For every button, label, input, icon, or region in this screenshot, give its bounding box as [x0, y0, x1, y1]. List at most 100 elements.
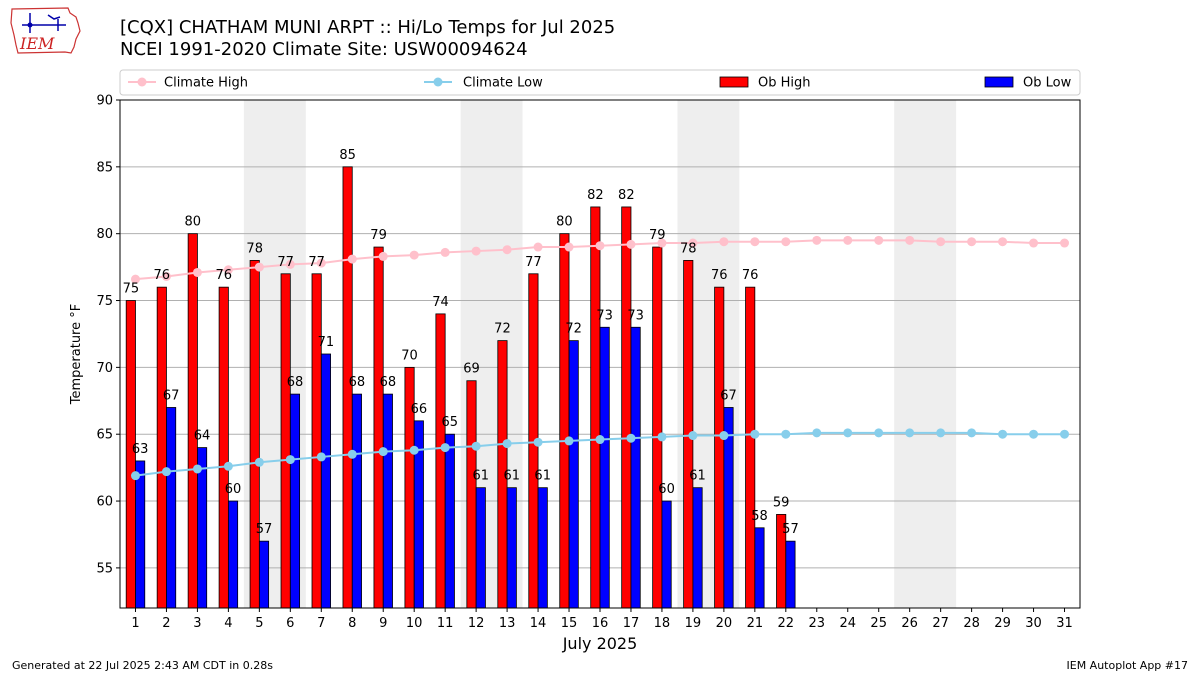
ob-high-bar	[621, 206, 632, 609]
x-tick-label: 24	[839, 616, 856, 631]
climate-high-point	[130, 274, 140, 284]
x-tick-label: 5	[255, 616, 263, 631]
climate-low-point	[936, 428, 946, 438]
ob-high-label: 79	[370, 228, 387, 243]
climate-low-point	[502, 439, 512, 449]
ob-low-label: 68	[380, 375, 397, 390]
climate-low-point	[719, 431, 729, 441]
ob-low-label: 60	[225, 482, 242, 497]
ob-low-bar	[289, 393, 301, 609]
ob-high-bar	[311, 273, 322, 609]
x-tick-label: 26	[901, 616, 918, 631]
x-tick-label: 3	[193, 616, 201, 631]
ob-high-bar	[280, 273, 291, 609]
ob-high-bar	[373, 246, 384, 609]
iem-logo: IEM	[8, 5, 84, 63]
climate-high-point	[967, 237, 977, 247]
x-tick-label: 13	[499, 616, 516, 631]
ob-high-label: 70	[401, 348, 418, 363]
ob-low-label: 57	[256, 522, 273, 537]
y-tick-label: 75	[96, 294, 113, 309]
ob-high-bar	[156, 286, 167, 609]
ob-high-label: 77	[525, 255, 542, 270]
climate-high-point	[998, 237, 1008, 247]
legend-climate-high-label: Climate High	[164, 76, 248, 91]
ob-low-bar	[785, 540, 796, 609]
ob-low-label: 60	[658, 482, 675, 497]
ob-low-bar	[227, 500, 239, 609]
ob-low-label: 73	[627, 308, 644, 323]
ob-high-label: 76	[215, 268, 232, 283]
ob-low-label: 67	[720, 388, 737, 403]
climate-low-point	[750, 429, 760, 439]
ob-high-bar	[590, 206, 601, 609]
ob-low-label: 63	[132, 442, 149, 457]
x-tick-label: 23	[809, 616, 826, 631]
legend-ob-high-swatch	[719, 76, 749, 88]
climate-high-point	[812, 235, 822, 245]
ob-high-bar	[745, 286, 756, 609]
ob-low-label: 65	[442, 415, 459, 430]
x-tick-label: 30	[1025, 616, 1042, 631]
climate-low-point	[347, 449, 357, 459]
x-tick-label: 6	[286, 616, 294, 631]
ob-low-label: 58	[751, 509, 768, 524]
ob-low-label: 61	[534, 469, 551, 484]
climate-low-point	[192, 464, 202, 474]
ob-high-bar	[249, 260, 260, 609]
ob-high-label: 76	[711, 268, 728, 283]
climate-high-point	[595, 241, 605, 251]
ob-high-label: 79	[649, 228, 666, 243]
x-tick-label: 18	[654, 616, 671, 631]
ob-low-label: 61	[689, 469, 706, 484]
ob-low-label: 64	[194, 429, 211, 444]
ob-low-bar	[166, 407, 177, 609]
ob-high-bar	[187, 233, 198, 609]
y-axis-label: Temperature °F	[69, 304, 84, 405]
climate-high-point	[1060, 238, 1070, 248]
legend-ob-low-swatch	[984, 76, 1014, 88]
ob-high-label: 80	[556, 215, 573, 230]
ob-low-bar	[661, 500, 672, 609]
ob-low-label: 66	[411, 402, 428, 417]
ob-high-label: 82	[587, 188, 604, 203]
generated-note: Generated at 22 Jul 2025 2:43 AM CDT in …	[12, 659, 273, 672]
climate-low-point	[223, 461, 233, 471]
climate-low-point	[626, 433, 636, 443]
climate-high-point	[657, 238, 667, 248]
climate-high-point	[719, 237, 729, 247]
climate-low-point	[1060, 429, 1070, 439]
x-tick-label: 14	[530, 616, 547, 631]
ob-low-bar	[475, 487, 486, 609]
climate-high-point	[316, 258, 326, 268]
climate-high-point	[502, 245, 512, 255]
climate-low-point	[378, 447, 388, 457]
climate-high-point	[409, 250, 419, 260]
climate-low-point	[967, 428, 977, 438]
climate-low-point	[564, 436, 574, 446]
ob-high-bar	[218, 286, 229, 609]
climate-high-point	[750, 237, 760, 247]
ob-high-label: 75	[123, 282, 140, 297]
x-tick-label: 4	[224, 616, 232, 631]
x-tick-label: 20	[716, 616, 733, 631]
ob-high-label: 82	[618, 188, 635, 203]
climate-low-point	[285, 455, 295, 465]
ob-low-bar	[630, 326, 641, 609]
ob-high-label: 59	[773, 495, 790, 510]
climate-high-point	[285, 259, 295, 269]
ob-low-label: 61	[473, 469, 490, 484]
ob-high-bar	[435, 313, 446, 609]
logo-text: IEM	[19, 34, 55, 53]
ob-low-label: 67	[163, 388, 180, 403]
ob-low-bar	[754, 527, 765, 609]
ob-high-bar	[714, 286, 725, 609]
climate-high-point	[471, 246, 481, 256]
legend-climate-low-marker	[433, 77, 443, 87]
y-tick-label: 70	[96, 361, 113, 376]
x-tick-label: 8	[348, 616, 356, 631]
climate-high-point	[161, 271, 171, 281]
ob-high-label: 78	[246, 241, 263, 256]
ob-high-label: 77	[277, 255, 294, 270]
climate-high-point	[564, 242, 574, 252]
